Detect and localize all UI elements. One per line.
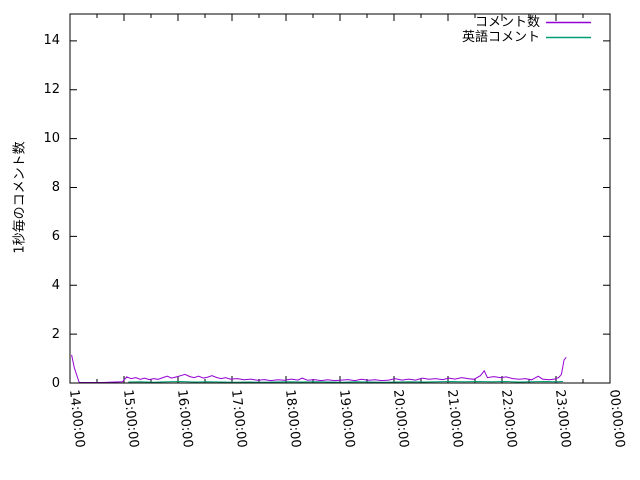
y-axis-tick-label: 8 — [51, 180, 60, 195]
y-axis-tick-label: 6 — [51, 228, 60, 244]
y-axis-tick-label: 14 — [43, 33, 60, 49]
y-axis-title: 1秒毎のコメント数 — [12, 141, 28, 254]
y-axis-tick-label: 12 — [43, 82, 60, 98]
series-line-comments — [71, 354, 567, 383]
y-axis-tick-label: 10 — [43, 131, 60, 147]
axis-ticks — [69, 14, 611, 384]
series-line-english-comments — [128, 380, 564, 383]
y-axis-tick-label: 0 — [51, 375, 60, 391]
legend-label-english-comments: 英語コメント — [461, 30, 540, 45]
y-axis-tick-label: 4 — [51, 277, 60, 293]
y-axis-tick-label: 2 — [51, 326, 60, 342]
plot-border — [69, 13, 611, 384]
legend-label-comments: コメント数 — [474, 15, 540, 30]
